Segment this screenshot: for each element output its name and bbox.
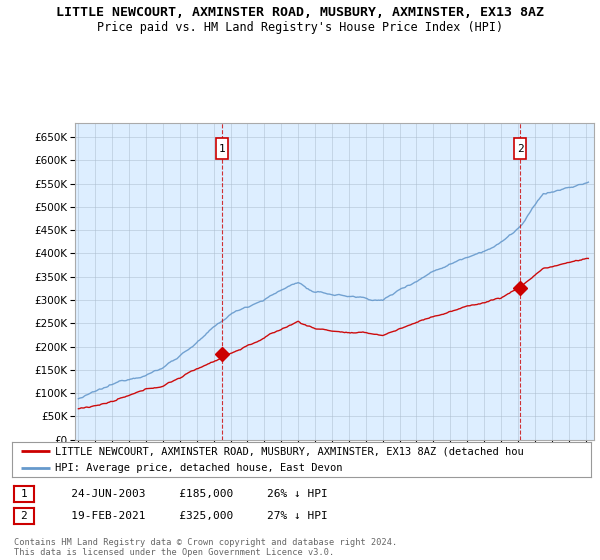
Text: LITTLE NEWCOURT, AXMINSTER ROAD, MUSBURY, AXMINSTER, EX13 8AZ: LITTLE NEWCOURT, AXMINSTER ROAD, MUSBURY… bbox=[56, 6, 544, 18]
Text: 24-JUN-2003     £185,000     26% ↓ HPI: 24-JUN-2003 £185,000 26% ↓ HPI bbox=[51, 489, 328, 499]
Text: 2: 2 bbox=[20, 511, 27, 521]
Text: 19-FEB-2021     £325,000     27% ↓ HPI: 19-FEB-2021 £325,000 27% ↓ HPI bbox=[51, 511, 328, 521]
Text: 2: 2 bbox=[517, 143, 523, 153]
Text: LITTLE NEWCOURT, AXMINSTER ROAD, MUSBURY, AXMINSTER, EX13 8AZ (detached hou: LITTLE NEWCOURT, AXMINSTER ROAD, MUSBURY… bbox=[55, 446, 524, 456]
Text: HPI: Average price, detached house, East Devon: HPI: Average price, detached house, East… bbox=[55, 463, 343, 473]
Text: Contains HM Land Registry data © Crown copyright and database right 2024.
This d: Contains HM Land Registry data © Crown c… bbox=[14, 538, 397, 557]
Text: Price paid vs. HM Land Registry's House Price Index (HPI): Price paid vs. HM Land Registry's House … bbox=[97, 21, 503, 34]
Bar bbox=[216, 138, 227, 159]
Text: 1: 1 bbox=[218, 143, 225, 153]
Bar bbox=[514, 138, 526, 159]
Text: 1: 1 bbox=[20, 489, 27, 499]
